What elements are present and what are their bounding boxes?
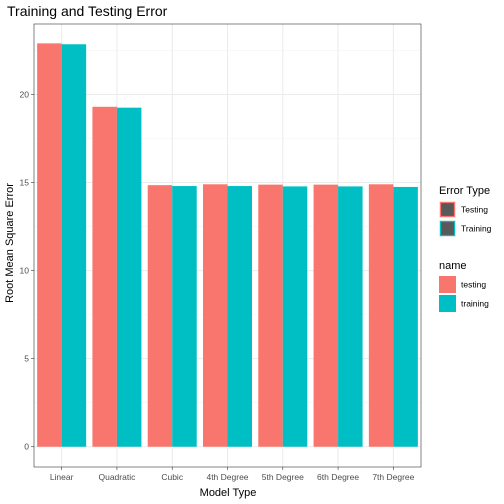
y-tick-label: 0: [24, 442, 29, 452]
x-tick-label: Quadratic: [98, 472, 136, 482]
chart-title: Training and Testing Error: [7, 3, 168, 19]
bar-training-3: [228, 186, 253, 447]
bar-testing-1: [92, 107, 117, 447]
bar-training-6: [393, 187, 418, 447]
legend-key-swatch: [441, 222, 455, 236]
bar-testing-0: [37, 43, 62, 446]
y-tick-label: 5: [24, 354, 29, 364]
x-tick-label: 6th Degree: [317, 472, 359, 482]
legend-label: Training: [461, 224, 492, 234]
legend-key-swatch: [439, 276, 456, 293]
bar-testing-2: [148, 185, 173, 447]
bar-testing-6: [369, 184, 394, 446]
legend-title: name: [439, 260, 467, 272]
legend-label: testing: [461, 280, 486, 290]
bar-training-0: [62, 44, 86, 446]
y-tick-label: 10: [20, 266, 30, 276]
x-axis-title: Model Type: [200, 487, 257, 499]
bar-training-5: [338, 186, 363, 446]
legend-label: Testing: [461, 205, 488, 215]
x-tick-label: Linear: [50, 472, 74, 482]
y-axis-title: Root Mean Square Error: [4, 183, 16, 303]
bar-testing-3: [203, 184, 228, 446]
bar-training-1: [117, 108, 142, 447]
legend-key-swatch: [439, 295, 456, 312]
bar-training-2: [172, 186, 197, 447]
x-tick-label: 5th Degree: [262, 472, 304, 482]
legend-title: Error Type: [439, 185, 490, 197]
bar-testing-4: [258, 185, 283, 447]
legend-key-swatch: [441, 203, 455, 217]
x-tick-label: 7th Degree: [372, 472, 414, 482]
x-tick-label: 4th Degree: [206, 472, 248, 482]
legend-label: training: [461, 299, 489, 309]
y-tick-label: 20: [20, 89, 30, 99]
bar-training-4: [283, 186, 308, 446]
x-tick-label: Cubic: [161, 472, 183, 482]
y-tick-label: 15: [20, 178, 30, 188]
bar-testing-5: [314, 185, 339, 447]
